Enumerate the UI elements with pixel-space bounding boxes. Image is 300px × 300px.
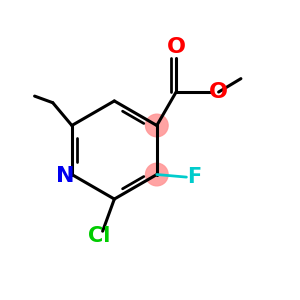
Text: Cl: Cl [88, 226, 111, 246]
Text: F: F [188, 167, 202, 187]
Text: N: N [56, 166, 75, 186]
Circle shape [146, 163, 168, 186]
Circle shape [146, 114, 168, 137]
Text: O: O [167, 38, 186, 57]
Text: O: O [209, 82, 228, 102]
